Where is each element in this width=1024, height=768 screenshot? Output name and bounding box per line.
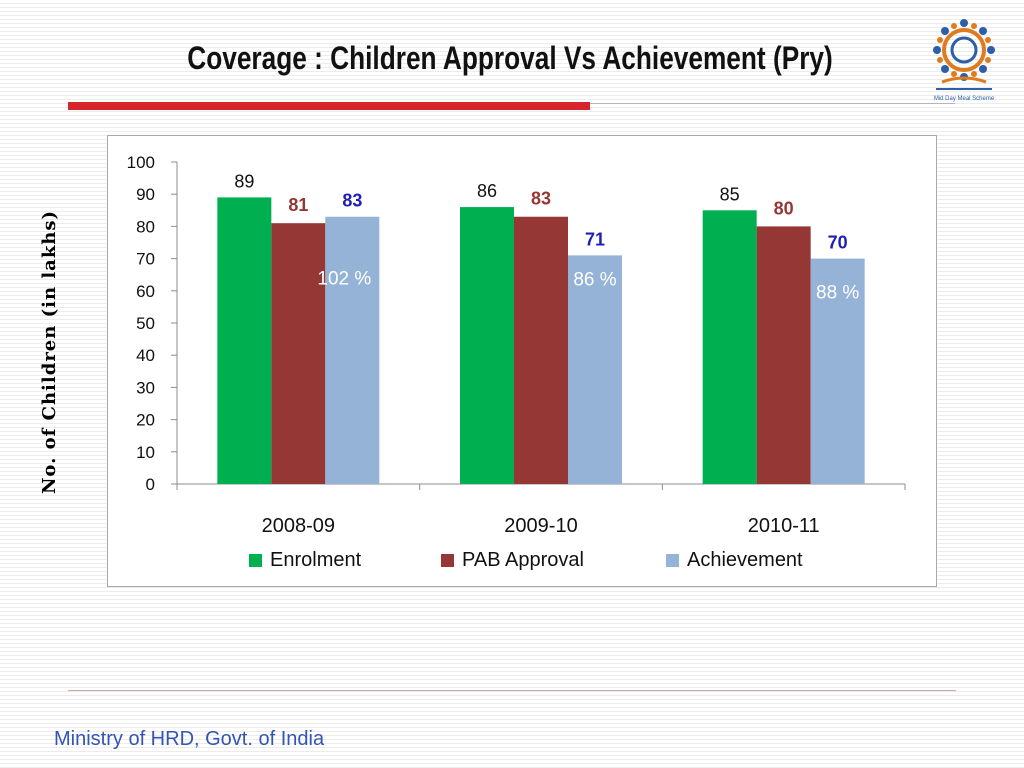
bar-value-label: 83 xyxy=(531,189,551,209)
y-tick-label: 70 xyxy=(136,250,155,269)
bar-value-label: 83 xyxy=(342,191,362,211)
title-underline-grey xyxy=(590,103,955,104)
bar xyxy=(217,197,272,485)
y-tick-label: 60 xyxy=(136,282,155,301)
y-tick-label: 50 xyxy=(136,314,155,333)
x-tick-label: 2010-11 xyxy=(748,515,820,537)
bar-value-label: 89 xyxy=(234,171,254,191)
bar-value-label: 86 xyxy=(477,181,497,201)
bar-value-label: 81 xyxy=(288,195,308,215)
mid-day-meal-logo-icon: Mid Day Meal Scheme xyxy=(933,19,995,102)
bar-value-label: 70 xyxy=(828,233,848,253)
legend-label-pab-approval: PAB Approval xyxy=(462,549,584,571)
legend-item-pab-approval: PAB Approval xyxy=(441,549,584,572)
title-underline-red xyxy=(68,102,590,110)
legend-label-achievement: Achievement xyxy=(687,549,803,571)
y-tick-label: 40 xyxy=(136,346,155,365)
y-tick-label: 80 xyxy=(136,217,155,236)
legend-item-achievement: Achievement xyxy=(666,549,803,572)
bar xyxy=(810,258,865,484)
bar xyxy=(568,255,622,484)
percent-annotation: 86 % xyxy=(573,269,616,290)
legend-item-enrolment: Enrolment xyxy=(249,549,361,572)
bar xyxy=(702,210,757,485)
footer-text: Ministry of HRD, Govt. of India xyxy=(54,728,325,750)
legend-label-enrolment: Enrolment xyxy=(270,549,362,571)
bar xyxy=(756,226,811,484)
logo-caption: Mid Day Meal Scheme xyxy=(934,96,995,102)
y-tick-label: 90 xyxy=(136,185,155,204)
bar-value-label: 71 xyxy=(585,229,605,249)
bar-value-label: 80 xyxy=(774,198,794,218)
y-tick-label: 30 xyxy=(136,378,155,397)
bar xyxy=(271,223,326,484)
y-tick-label: 100 xyxy=(127,153,155,172)
y-tick-label: 0 xyxy=(146,475,155,494)
legend-swatch-pab-approval xyxy=(441,554,454,567)
bar xyxy=(325,216,380,485)
x-tick-label: 2009-10 xyxy=(504,515,577,537)
y-tick-label: 10 xyxy=(136,443,155,462)
footer-divider xyxy=(68,690,956,691)
slide-title: Coverage : Children Approval Vs Achievem… xyxy=(187,40,833,76)
legend-swatch-enrolment xyxy=(249,554,262,567)
bar-value-label: 85 xyxy=(720,184,740,204)
percent-annotation: 88 % xyxy=(816,283,859,304)
percent-annotation: 102 % xyxy=(317,269,371,290)
bar xyxy=(460,207,514,484)
y-tick-label: 20 xyxy=(136,411,155,430)
legend-swatch-achievement xyxy=(666,554,679,567)
x-tick-label: 2008-09 xyxy=(262,515,335,537)
chart-legend: Enrolment PAB Approval Achievement xyxy=(245,549,865,577)
bar xyxy=(514,216,568,485)
